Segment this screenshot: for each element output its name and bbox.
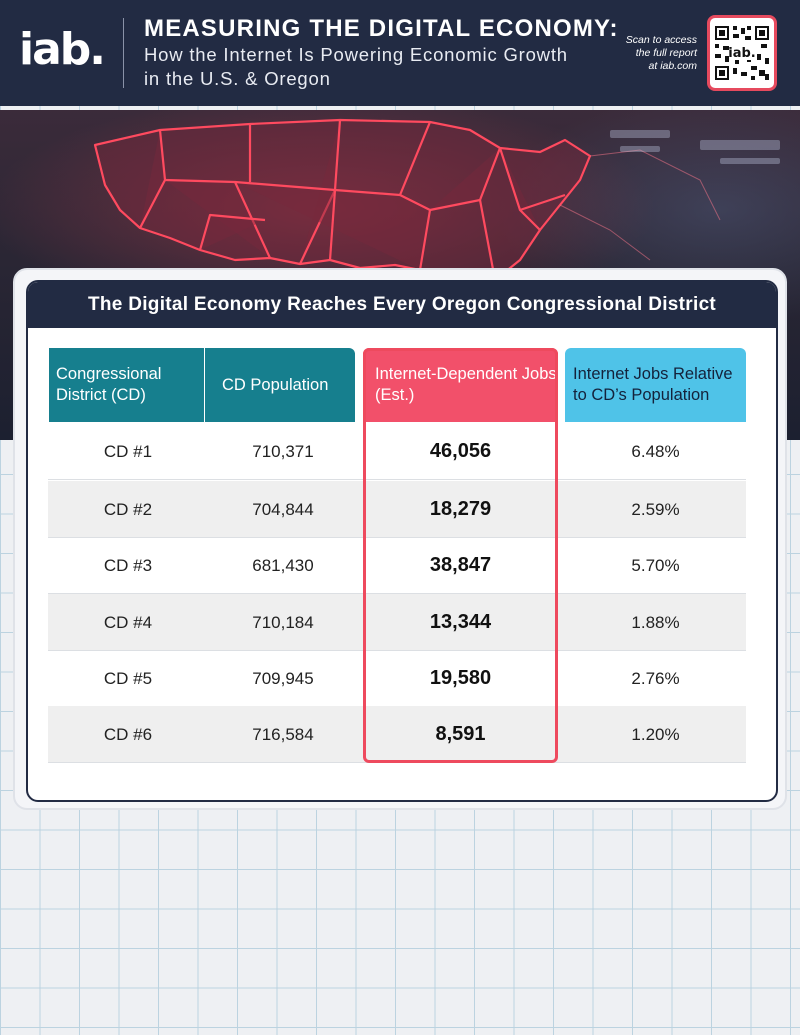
iab-logo[interactable]: iab.	[19, 23, 106, 75]
qr-code-icon[interactable]: iab.	[707, 15, 777, 91]
table-row: CD #5 709,945 19,580 2.76%	[48, 650, 746, 707]
table-row: CD #3 681,430 38,847 5.70%	[48, 537, 746, 594]
column-header-share: Internet Jobs Relative to CD’s Populatio…	[565, 348, 746, 422]
table-heading: The Digital Economy Reaches Every Oregon…	[28, 282, 776, 328]
cell-population: 710,184	[252, 613, 314, 632]
cell-jobs: 8,591	[435, 723, 486, 745]
page-subtitle-line1: How the Internet Is Powering Economic Gr…	[144, 44, 568, 65]
cell-population: 704,844	[252, 500, 314, 519]
qr-code-graphic: iab.	[713, 24, 771, 82]
cell-district: CD #6	[103, 725, 153, 744]
column-header-jobs: Internet-Dependent Jobs (Est.)	[363, 348, 558, 422]
column-header-population: CD Population	[205, 348, 355, 422]
cell-jobs: 38,847	[429, 554, 492, 576]
cell-population: 681,430	[252, 556, 314, 575]
cell-share: 1.20%	[631, 725, 680, 744]
header-bar: iab. MEASURING THE DIGITAL ECONOMY: How …	[0, 0, 800, 106]
page-subtitle-line2: in the U.S. & Oregon	[144, 68, 331, 89]
column-header-district: Congressional District (CD)	[49, 348, 204, 422]
scan-instructions: Scan to access the full report at iab.co…	[626, 34, 697, 73]
scan-line1: Scan to access	[625, 33, 697, 46]
cell-jobs: 46,056	[429, 440, 492, 462]
page-title: MEASURING THE DIGITAL ECONOMY:	[144, 15, 619, 42]
cell-population: 710,371	[252, 442, 314, 461]
cell-population: 709,945	[252, 669, 314, 688]
cell-jobs: 18,279	[429, 498, 492, 520]
us-map-graphic	[93, 118, 780, 292]
cell-district: CD #1	[103, 442, 153, 461]
cell-share: 5.70%	[631, 556, 680, 575]
cell-jobs: 19,580	[429, 667, 492, 689]
cell-population: 716,584	[252, 725, 314, 744]
cell-share: 2.76%	[631, 669, 680, 688]
cell-district: CD #3	[103, 556, 153, 575]
scan-line3: at iab.com	[648, 59, 697, 72]
cell-share: 1.88%	[631, 613, 680, 632]
table-row: CD #4 710,184 13,344 1.88%	[48, 594, 746, 651]
cell-jobs: 13,344	[429, 611, 492, 633]
header-divider	[123, 18, 124, 88]
cell-district: CD #5	[103, 669, 153, 688]
cell-share: 6.48%	[631, 442, 680, 461]
header-title-block: MEASURING THE DIGITAL ECONOMY: How the I…	[144, 15, 626, 91]
table-row: CD #2 704,844 18,279 2.59%	[48, 481, 746, 538]
table-row: CD #1 710,371 46,056 6.48%	[48, 423, 746, 480]
cell-district: CD #4	[103, 613, 153, 632]
table-row: CD #6 716,584 8,591 1.20%	[48, 706, 746, 763]
svg-text:iab.: iab.	[728, 46, 755, 61]
scan-line2: the full report	[635, 46, 697, 59]
cell-district: CD #2	[103, 500, 153, 519]
cell-share: 2.59%	[631, 500, 680, 519]
